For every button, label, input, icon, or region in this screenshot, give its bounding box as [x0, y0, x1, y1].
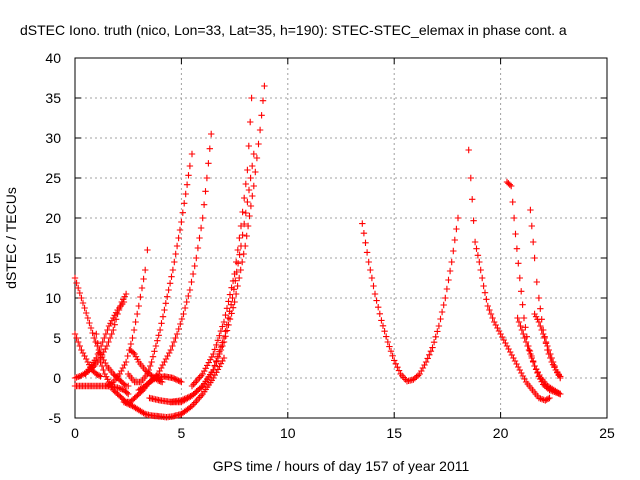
x-tick-label: 0 — [71, 425, 79, 441]
x-tick-label: 20 — [493, 425, 509, 441]
x-tick-label: 25 — [599, 425, 615, 441]
series-14 — [188, 94, 255, 390]
x-tick-label: 15 — [386, 425, 402, 441]
series-9 — [125, 150, 196, 386]
y-tick-label: 5 — [53, 330, 61, 346]
y-tick-label: 25 — [45, 170, 61, 186]
series-marks — [167, 82, 268, 406]
series-marks — [514, 314, 564, 398]
y-tick-label: 30 — [45, 130, 61, 146]
x-tick-label: 5 — [178, 425, 186, 441]
series-15 — [359, 214, 462, 385]
series-marks — [71, 274, 132, 390]
y-tick-label: 10 — [45, 290, 61, 306]
series-16 — [465, 146, 553, 404]
y-tick-label: 40 — [45, 50, 61, 66]
grid — [75, 58, 607, 418]
y-tick-label: 20 — [45, 210, 61, 226]
series-marks — [82, 298, 128, 378]
data-series — [71, 82, 564, 421]
series-5 — [82, 298, 128, 378]
y-tick-label: 0 — [53, 370, 61, 386]
series-1 — [71, 274, 132, 390]
series-marks — [125, 150, 196, 386]
axis-ticks: 0 5 10 15 20 25 -5 0 5 10 15 20 25 30 35 40 — [45, 50, 615, 441]
series-marks — [188, 94, 255, 390]
series-20 — [531, 310, 564, 382]
y-tick-label: 15 — [45, 250, 61, 266]
series-13 — [167, 82, 268, 406]
y-axis-label: dSTEC / TECUs — [3, 187, 19, 289]
plot-frame — [74, 57, 608, 419]
series-8 — [120, 354, 228, 421]
chart-title: dSTEC Iono. truth (nico, Lon=33, Lat=35,… — [20, 22, 567, 38]
series-11 — [135, 130, 215, 394]
series-18 — [514, 314, 564, 398]
y-tick-label: 35 — [45, 90, 61, 106]
series-marks — [120, 354, 228, 421]
x-tick-label: 10 — [280, 425, 296, 441]
series-marks — [135, 130, 215, 394]
series-marks — [531, 310, 564, 382]
series-marks — [359, 214, 462, 385]
x-axis-label: GPS time / hours of day 157 of year 2011 — [213, 458, 470, 474]
y-tick-label: -5 — [49, 410, 62, 426]
series-marks — [465, 146, 553, 404]
